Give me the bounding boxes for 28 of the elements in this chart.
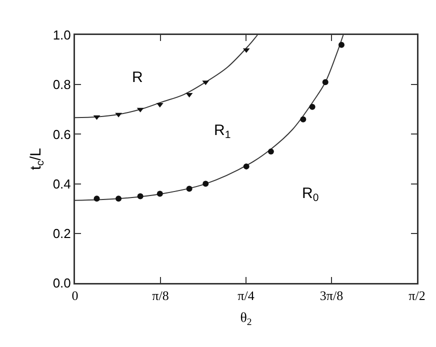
y-tick-label: 0.4 xyxy=(52,176,71,192)
point xyxy=(115,112,122,118)
point xyxy=(322,79,328,86)
point xyxy=(338,42,344,48)
x-axis-title: θ$_{2}$ xyxy=(240,311,252,328)
point xyxy=(116,196,122,202)
y-tick-label: 1.0 xyxy=(52,28,71,43)
x-tick-label: π/2 xyxy=(408,288,426,304)
x-tick-label: 3π/8 xyxy=(320,288,344,304)
annotation: R$_{1}$ xyxy=(214,122,231,142)
point xyxy=(156,190,163,197)
x-tick-label: π/8 xyxy=(152,288,169,304)
point xyxy=(268,148,274,155)
y-tick-label: 0.6 xyxy=(52,126,71,142)
y-tick-label: 0.2 xyxy=(52,226,71,241)
y-tick-label: 0.0 xyxy=(52,276,71,291)
point xyxy=(137,193,144,200)
annotation: R xyxy=(132,69,143,86)
point xyxy=(243,163,250,170)
x-tick-label: π/4 xyxy=(238,288,255,304)
point xyxy=(94,196,100,202)
annotation: R$_{0}$ xyxy=(302,185,319,204)
x-tick-label: 0 xyxy=(72,288,78,304)
point xyxy=(202,180,209,187)
point xyxy=(186,186,192,192)
y-tick-label: 0.8 xyxy=(52,77,71,92)
point xyxy=(309,104,316,110)
point xyxy=(300,116,306,122)
